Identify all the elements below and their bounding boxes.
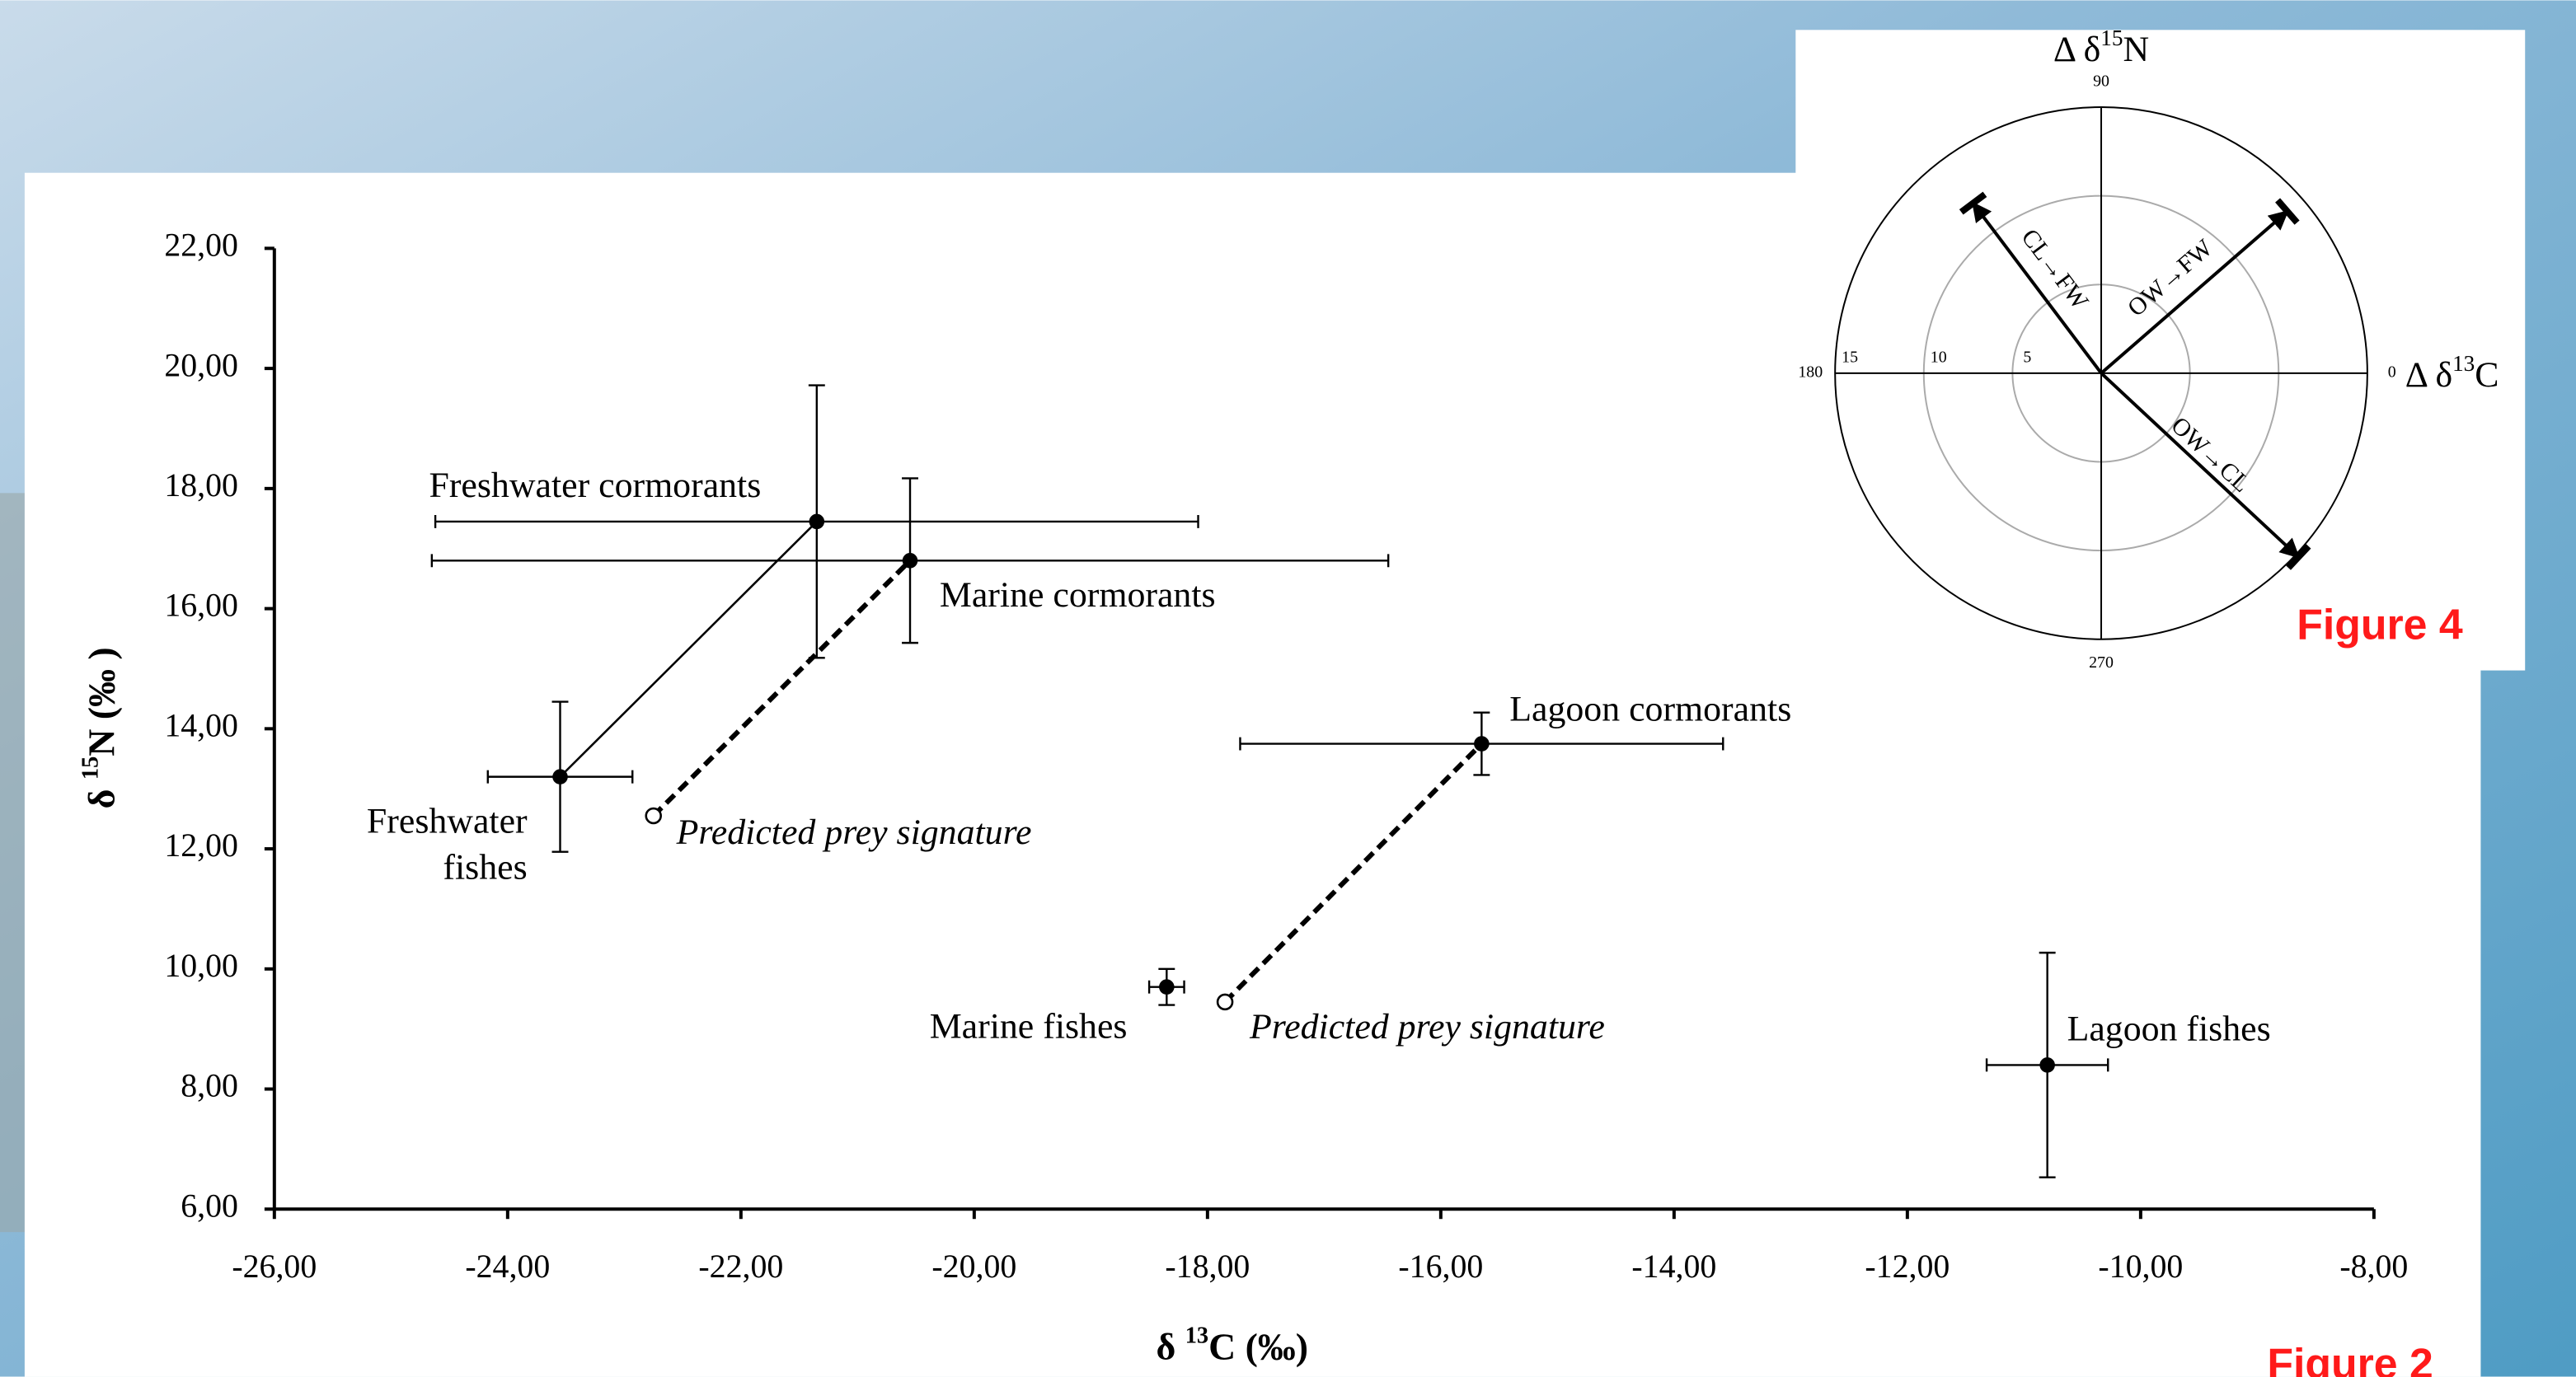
x-tick-label: -14,00: [1631, 1248, 1716, 1285]
data-point: [1475, 738, 1488, 751]
x-axis-title-main: C (‰): [1208, 1325, 1308, 1367]
figure: -26,00 -24,00 -22,00 -20,00 -18,00 -16,00 -14,…: [0, 0, 2576, 1377]
point-label: fishes: [443, 847, 527, 887]
point-label: Predicted prey signature: [676, 813, 1032, 852]
data-point: [554, 770, 567, 784]
y-tick-label: 20,00: [164, 346, 238, 383]
polar-y-title-main: N: [2123, 30, 2149, 69]
y-tick-label: 18,00: [164, 466, 238, 503]
angle-tick-label: 180: [1798, 363, 1823, 381]
predicted-point: [646, 808, 661, 823]
y-tick-label: 16,00: [164, 587, 238, 624]
y-axis-title: δ 15N (‰ ): [78, 647, 123, 808]
page: {"chart_data": [ {"type": "scatter", "fi…: [0, 0, 2576, 1377]
polar-y-title-symbol: Δ δ: [2053, 30, 2100, 69]
point-label: Freshwater: [367, 801, 528, 841]
angle-tick-label: 0: [2388, 363, 2396, 381]
x-axis-title-sup: 13: [1185, 1323, 1208, 1349]
x-axis-title-symbol: δ: [1156, 1325, 1185, 1367]
radial-tick-label: 10: [1931, 348, 1947, 366]
x-tick-label: -12,00: [1865, 1248, 1950, 1285]
x-tick-label: -16,00: [1398, 1248, 1483, 1285]
y-axis-title-symbol: δ: [80, 780, 122, 808]
polar-y-title-sup: 15: [2100, 26, 2123, 50]
x-axis-title: δ 13C (‰): [1156, 1323, 1308, 1368]
point-label: Marine fishes: [930, 1007, 1128, 1047]
figure-label: Figure 2: [2267, 1339, 2433, 1377]
polar-x-title-symbol: Δ δ: [2405, 355, 2452, 395]
point-label: Lagoon cormorants: [1509, 690, 1791, 729]
x-tick-label: -10,00: [2098, 1248, 2183, 1285]
point-label: Lagoon fishes: [2067, 1009, 2271, 1049]
polar-x-title: Δ δ13C: [2405, 351, 2499, 395]
polar-x-title-sup: 13: [2452, 351, 2475, 376]
inset-panel: [1795, 30, 2525, 670]
radial-tick-label: 15: [1842, 348, 1858, 366]
figure-label: Figure 4: [2297, 600, 2463, 648]
point-label: Freshwater cormorants: [429, 466, 761, 505]
y-axis-title-main: N (‰ ): [80, 647, 122, 756]
angle-tick-label: 270: [2089, 653, 2114, 672]
x-tick-label: -18,00: [1165, 1248, 1250, 1285]
y-tick-label: 22,00: [164, 227, 238, 264]
point-label: Marine cormorants: [940, 575, 1216, 615]
data-point: [1160, 981, 1173, 994]
x-tick-label: -24,00: [465, 1248, 550, 1285]
x-tick-label: -20,00: [931, 1248, 1016, 1285]
x-tick-label: -22,00: [698, 1248, 783, 1285]
angle-tick-label: 90: [2093, 73, 2109, 91]
polar-x-title-main: C: [2475, 355, 2499, 395]
x-tick-label: -26,00: [232, 1248, 317, 1285]
y-axis-title-sup: 15: [78, 756, 104, 780]
data-point: [2041, 1058, 2054, 1071]
y-tick-label: 10,00: [164, 947, 238, 984]
y-tick-label: 6,00: [181, 1187, 238, 1224]
data-point: [903, 554, 917, 567]
y-tick-label: 8,00: [181, 1067, 238, 1104]
y-tick-label: 12,00: [164, 827, 238, 864]
x-tick-label: -8,00: [2339, 1248, 2408, 1285]
data-point: [810, 515, 823, 528]
y-tick-label: 14,00: [164, 706, 238, 743]
point-label: Predicted prey signature: [1249, 1007, 1605, 1047]
radial-tick-label: 5: [2023, 348, 2031, 366]
predicted-point: [1218, 995, 1232, 1009]
